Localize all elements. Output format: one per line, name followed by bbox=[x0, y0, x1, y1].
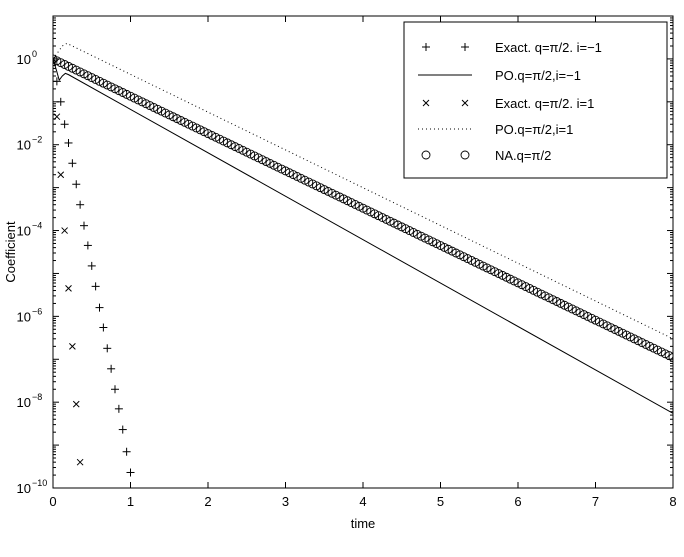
plus-marker bbox=[114, 404, 123, 413]
series-5 bbox=[53, 54, 673, 362]
plus-marker bbox=[126, 468, 135, 477]
y-tick-label-exponent: −2 bbox=[32, 135, 42, 145]
y-tick-label-base: 10 bbox=[17, 395, 31, 410]
plus-marker bbox=[91, 282, 100, 291]
x-tick-label: 4 bbox=[359, 494, 366, 509]
y-tick-label-exponent: −6 bbox=[32, 306, 42, 316]
plus-marker bbox=[83, 241, 92, 250]
cross-marker bbox=[72, 400, 80, 408]
y-tick-label-base: 10 bbox=[17, 309, 31, 324]
plus-marker bbox=[76, 200, 85, 209]
cross-marker bbox=[61, 227, 68, 234]
circle-marker bbox=[668, 353, 673, 362]
circle-marker bbox=[460, 150, 470, 160]
legend: Exact. q=π/2. i=−1 PO.q=π/2,i=−1 Exact. q=… bbox=[403, 21, 668, 179]
plus-marker bbox=[461, 43, 469, 51]
plus-marker bbox=[60, 120, 69, 129]
y-axis-label: Coefficient bbox=[3, 221, 18, 283]
plus-marker bbox=[122, 447, 131, 456]
cross-marker bbox=[461, 99, 469, 107]
plus-marker bbox=[72, 180, 81, 189]
legend-label: NA.q=π/2 bbox=[495, 148, 551, 163]
plus-marker bbox=[118, 425, 127, 434]
cross-marker bbox=[76, 458, 84, 466]
y-tick-label: 10 0 bbox=[17, 49, 37, 67]
plus-marker bbox=[103, 344, 112, 353]
cross-marker-b bbox=[61, 227, 68, 234]
legend-label: Exact. q=π/2. i=−1 bbox=[495, 40, 602, 55]
cross-marker bbox=[69, 343, 76, 350]
y-tick-label: 10 −8 bbox=[17, 392, 43, 410]
legend-label: PO.q=π/2,i=1 bbox=[495, 122, 573, 137]
legend-entry-4: PO.q=π/2,i=1 bbox=[418, 122, 573, 137]
plus-marker bbox=[107, 364, 116, 373]
y-tick-label: 10 −4 bbox=[17, 221, 43, 239]
cross-marker-b bbox=[72, 400, 80, 408]
y-tick-label-base: 10 bbox=[17, 481, 31, 496]
cross-marker-b bbox=[461, 99, 469, 107]
y-tick-label-exponent: −4 bbox=[32, 221, 42, 231]
y-tick-label-exponent: −10 bbox=[32, 478, 47, 488]
x-tick-label: 7 bbox=[592, 494, 599, 509]
plus-marker bbox=[95, 303, 104, 312]
plus-marker bbox=[422, 43, 430, 51]
legend-entry-3: Exact. q=π/2. i=1 bbox=[422, 96, 594, 111]
plus-marker bbox=[87, 261, 96, 270]
y-tick-label-exponent: −8 bbox=[32, 392, 42, 402]
x-tick-label: 2 bbox=[204, 494, 211, 509]
series-1 bbox=[53, 54, 135, 477]
legend-label: PO.q=π/2,i=−1 bbox=[495, 68, 581, 83]
series-2 bbox=[53, 58, 673, 414]
cross-marker-b bbox=[76, 458, 84, 466]
legend-entry-2: PO.q=π/2,i=−1 bbox=[418, 68, 581, 83]
x-tick-label: 6 bbox=[514, 494, 521, 509]
x-axis-label: time bbox=[351, 516, 376, 531]
x-tick-label: 1 bbox=[127, 494, 134, 509]
y-tick-label-base: 10 bbox=[17, 224, 31, 239]
plus-marker bbox=[80, 221, 88, 230]
legend-label: Exact. q=π/2. i=1 bbox=[495, 96, 594, 111]
cross-marker-b bbox=[422, 99, 430, 107]
y-tick-label: 10 −6 bbox=[17, 306, 43, 324]
x-tick-label: 3 bbox=[282, 494, 289, 509]
x-tick-label: 5 bbox=[437, 494, 444, 509]
cross-marker-b bbox=[65, 284, 72, 292]
y-tick-label: 10 −10 bbox=[17, 478, 48, 496]
x-axis: 0 1 2 3 4 5 6 7 8 bbox=[49, 16, 677, 509]
x-tick-label: 0 bbox=[49, 494, 56, 509]
cross-marker bbox=[57, 171, 65, 179]
plus-marker bbox=[64, 138, 73, 147]
legend-entry-1: Exact. q=π/2. i=−1 bbox=[422, 40, 602, 55]
solid-line bbox=[53, 58, 673, 414]
cross-marker bbox=[65, 284, 72, 292]
plus-marker bbox=[111, 385, 119, 394]
legend-entry-5: NA.q=π/2 bbox=[421, 148, 551, 163]
legend-box bbox=[403, 21, 668, 179]
plus-marker bbox=[99, 323, 108, 332]
y-tick-label-base: 10 bbox=[17, 138, 31, 153]
circle-marker bbox=[421, 150, 431, 160]
cross-marker bbox=[422, 99, 430, 107]
data-marks bbox=[53, 42, 673, 477]
y-tick-label-exponent: 0 bbox=[32, 49, 37, 59]
cross-marker-b bbox=[69, 343, 76, 350]
x-tick-label: 8 bbox=[669, 494, 676, 509]
plus-marker bbox=[68, 159, 77, 168]
y-tick-label: 10 −2 bbox=[17, 135, 43, 153]
y-tick-label-base: 10 bbox=[17, 52, 31, 67]
cross-marker-b bbox=[57, 171, 65, 179]
